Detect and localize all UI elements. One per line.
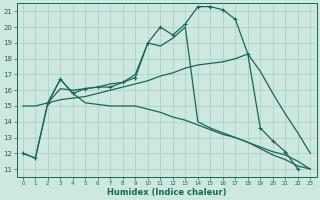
X-axis label: Humidex (Indice chaleur): Humidex (Indice chaleur) [107, 188, 226, 197]
